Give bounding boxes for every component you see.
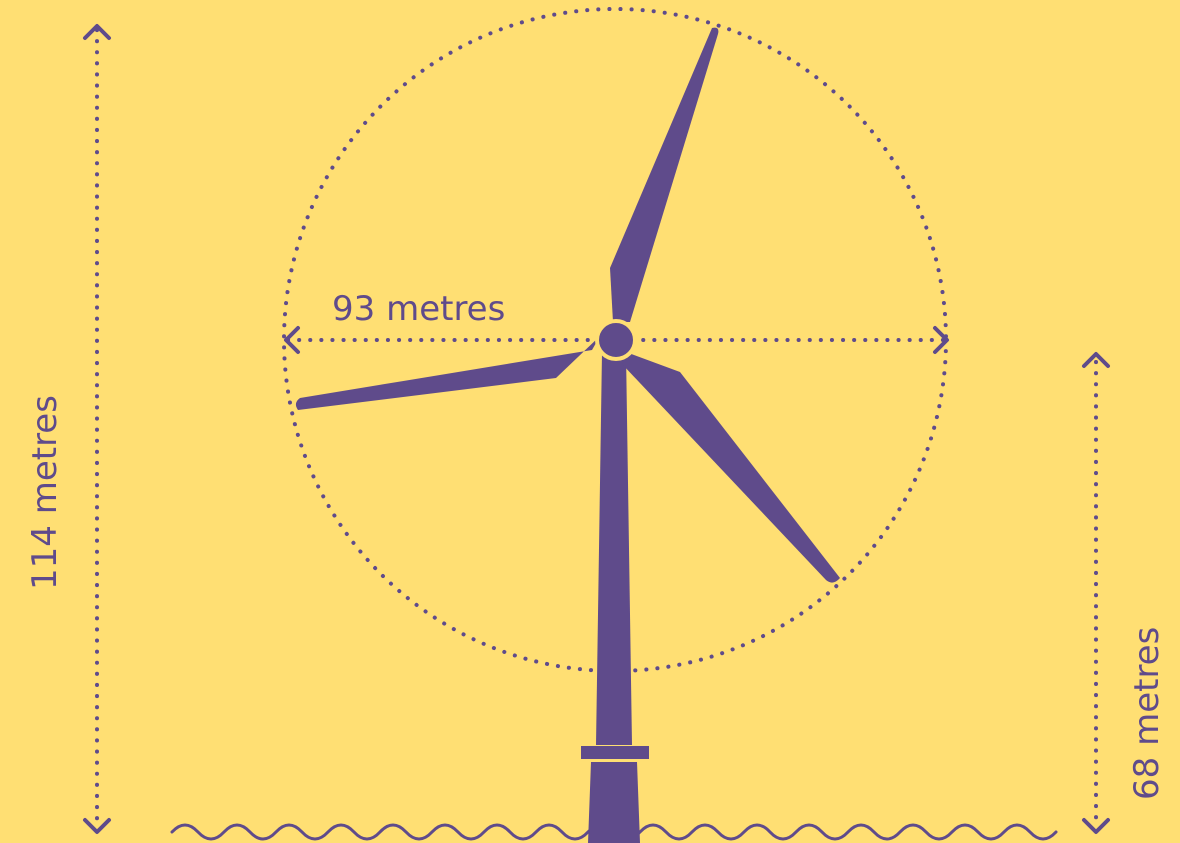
turbine-platform: [581, 746, 649, 759]
turbine-blade-top: [610, 27, 719, 322]
tip-height-label: 114 metres: [25, 395, 65, 590]
diameter-right-arrow-icon: [933, 326, 949, 354]
tip-height-measure: [83, 24, 111, 834]
turbine-tower: [596, 352, 632, 745]
tip-height-down-arrow-icon: [83, 818, 111, 834]
hub-height-up-arrow-icon: [1082, 352, 1110, 368]
hub-height-label: 68 metres: [1127, 627, 1167, 800]
rotor-diameter-measure: [284, 326, 949, 354]
hub-height-down-arrow-icon: [1082, 818, 1110, 834]
turbine-blade-right: [622, 352, 840, 583]
diameter-left-arrow-icon: [284, 326, 300, 354]
wind-turbine-icon: [295, 27, 840, 843]
turbine-blade-left: [295, 336, 600, 410]
turbine-hub: [595, 319, 637, 361]
turbine-foundation: [588, 762, 640, 843]
tip-height-up-arrow-icon: [83, 24, 111, 40]
rotor-diameter-label: 93 metres: [332, 289, 505, 329]
hub-height-measure: [1082, 352, 1110, 834]
